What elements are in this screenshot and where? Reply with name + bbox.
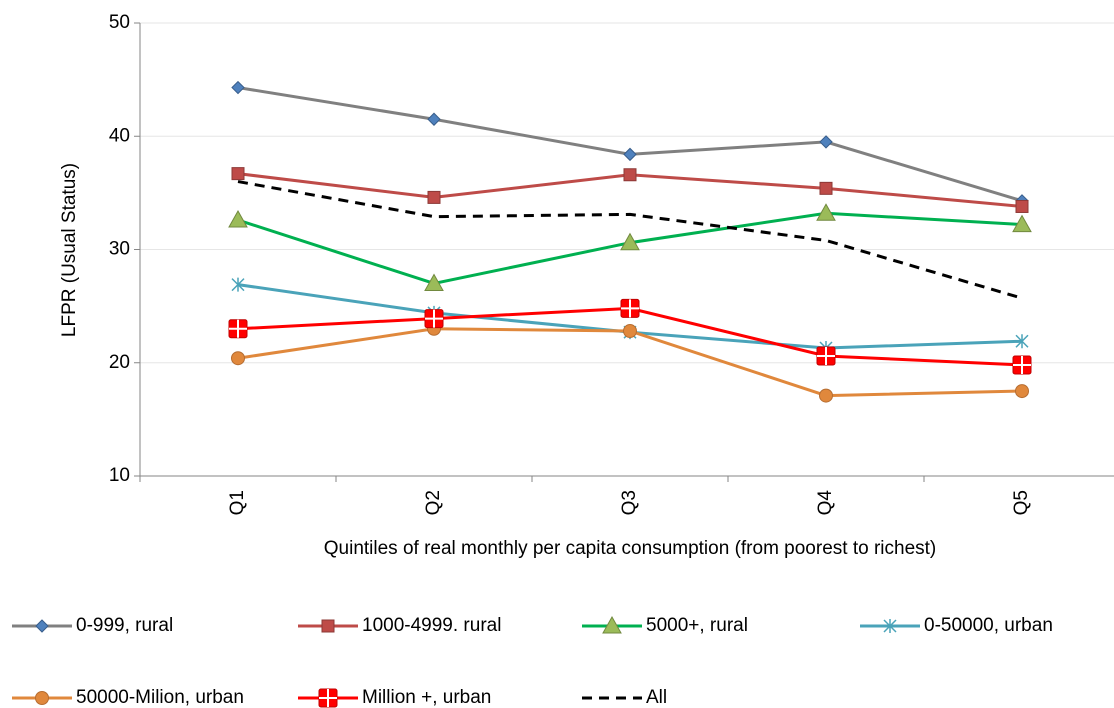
marker-cross <box>425 309 443 328</box>
legend-label: 0-50000, urban <box>924 615 1053 636</box>
marker <box>819 181 833 195</box>
marker <box>620 298 640 318</box>
marker <box>623 168 637 182</box>
marker <box>424 309 444 329</box>
marker <box>816 203 836 221</box>
marker <box>1012 214 1032 233</box>
marker <box>623 147 637 162</box>
marker <box>883 619 897 633</box>
y-axis-title: LFPR (Usual Status) <box>59 163 80 337</box>
marker <box>1015 334 1029 349</box>
marker <box>819 135 833 149</box>
x-axis-title: Quintiles of real monthly per capita con… <box>324 538 937 559</box>
marker-cross <box>621 299 639 318</box>
marker <box>602 615 622 634</box>
marker <box>35 619 49 633</box>
marker <box>231 351 245 366</box>
marker <box>35 691 49 705</box>
y-tick-label: 30 <box>109 239 130 260</box>
marker <box>318 688 338 708</box>
marker <box>231 277 245 292</box>
marker <box>816 346 836 366</box>
marker <box>427 112 441 126</box>
y-tick-label: 20 <box>109 352 130 373</box>
marker <box>321 619 335 633</box>
series-line <box>237 86 1023 203</box>
marker <box>1015 199 1029 213</box>
series-line <box>237 180 1023 300</box>
marker-cross <box>817 346 835 365</box>
marker-cross <box>229 319 247 338</box>
legend-label: 5000+, rural <box>646 615 748 636</box>
marker <box>228 210 248 228</box>
x-tick-label: Q3 <box>619 490 640 515</box>
legend-label: 0-999, rural <box>76 615 173 636</box>
marker <box>1012 355 1032 375</box>
marker <box>623 324 637 339</box>
marker-cross <box>319 689 337 707</box>
marker <box>427 190 441 204</box>
y-tick-label: 10 <box>109 465 130 486</box>
marker <box>424 273 444 291</box>
legend-label: 1000-4999. rural <box>362 615 501 636</box>
legend-label: 50000-Milion, urban <box>76 687 244 708</box>
x-tick-label: Q5 <box>1011 490 1032 515</box>
x-tick-label: Q1 <box>227 490 248 515</box>
marker <box>231 80 245 95</box>
x-tick-label: Q2 <box>423 490 444 515</box>
marker <box>620 232 640 251</box>
marker <box>228 319 248 339</box>
marker-cross <box>1013 356 1031 375</box>
x-tick-label: Q4 <box>815 490 836 516</box>
legend-label: Million +, urban <box>362 687 491 708</box>
legend-label: All <box>646 687 667 708</box>
marker <box>819 388 833 403</box>
y-tick-label: 50 <box>109 12 130 33</box>
marker <box>231 167 245 181</box>
marker <box>1015 384 1029 399</box>
y-tick-label: 40 <box>109 125 130 146</box>
